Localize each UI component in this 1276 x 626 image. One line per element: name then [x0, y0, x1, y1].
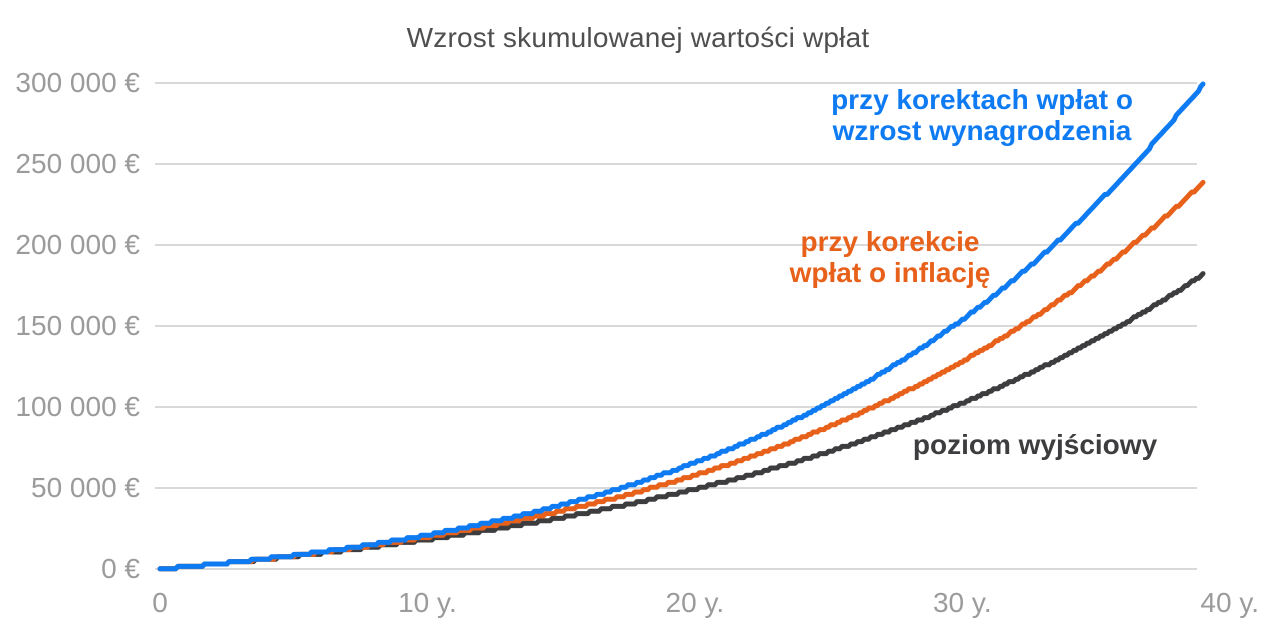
series-label-baseline: poziom wyjściowy	[913, 429, 1157, 460]
x-axis-tick-label: 30 y.	[932, 587, 992, 618]
y-axis-tick-label: 250 000 €	[15, 148, 140, 179]
series-label-line: przy korektach wpłat o	[831, 84, 1133, 115]
chart-title: Wzrost skumulowanej wartości wpłat	[406, 22, 870, 53]
series-label-line: przy korekcie	[800, 226, 980, 257]
y-axis-tick-label: 200 000 €	[15, 229, 140, 260]
x-axis-tick-label: 40 y.	[1200, 587, 1260, 618]
series-label-line: wzrost wynagrodzenia	[832, 115, 1132, 146]
y-axis-tick-label: 300 000 €	[15, 67, 140, 98]
series-line-inflation	[157, 179, 1206, 572]
series-line-wages	[157, 81, 1206, 572]
y-axis-tick-label: 0 €	[101, 553, 140, 584]
series-label-wages: przy korektach wpłat o wzrost wynagrodzen…	[831, 84, 1133, 146]
y-axis-tick-label: 50 000 €	[31, 472, 140, 503]
x-axis-tick-label: 20 y.	[665, 587, 725, 618]
series-label-line: poziom wyjściowy	[912, 429, 1158, 460]
x-axis-tick-label: 0	[152, 587, 168, 618]
series-label-line: wpłat o inflację	[789, 257, 991, 288]
series-label-inflation: przy korekcie wpłat o inflację	[790, 226, 991, 288]
series-line-baseline	[157, 271, 1206, 572]
y-axis-tick-label: 150 000 €	[15, 310, 140, 341]
x-axis-tick-label: 10 y.	[398, 587, 457, 618]
y-axis-tick-label: 100 000 €	[15, 391, 140, 422]
